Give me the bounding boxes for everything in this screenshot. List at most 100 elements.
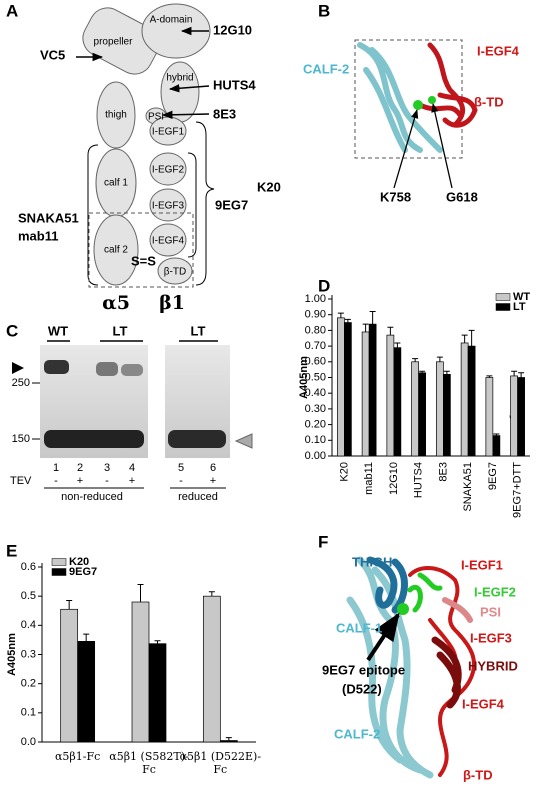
panel-f: F THIGH CALF-1 I-EGF1 I-EGF2 PSI I-EGF3 …	[318, 532, 518, 782]
domain-shape	[157, 257, 193, 285]
region-label: PSI	[480, 604, 501, 619]
bar	[436, 361, 444, 457]
epitope-residue: (D522)	[342, 681, 382, 696]
antibody-label: SNAKA51	[18, 210, 79, 225]
gel-band	[168, 430, 226, 448]
legend-swatch	[495, 303, 511, 311]
y-tick-label: 0.2	[21, 678, 36, 690]
y-axis-label: A405nm	[6, 633, 18, 676]
ribbon	[431, 636, 462, 709]
x-tick-label: K20	[338, 462, 350, 482]
y-tick-label: 0.80	[305, 324, 326, 336]
ribbon	[417, 42, 478, 128]
arrow	[393, 109, 419, 189]
lane-number: 1	[53, 462, 59, 474]
section-label: reduced	[178, 491, 218, 503]
error-bar	[518, 372, 525, 378]
error-bar	[468, 329, 475, 347]
y-tick-label: 0.5	[21, 590, 36, 602]
bar	[393, 347, 402, 457]
domain-label: hybrid	[166, 73, 193, 84]
panel-label: C	[6, 321, 18, 340]
group-label: WT	[48, 323, 68, 338]
bar	[202, 595, 221, 743]
legend-label: 9EG7	[69, 566, 97, 578]
domain-shape	[96, 81, 136, 149]
domain-shape	[160, 61, 200, 123]
region-label: CALF-2	[334, 726, 380, 741]
subunit-label: α5	[102, 292, 130, 314]
panel-b: B CALF-2 I-EGF4 β-TD K758 G618	[303, 1, 520, 204]
y-tick-label: 0.50	[305, 371, 326, 383]
x-tick-label: 12G10	[388, 462, 400, 495]
y-tick-label: 0.4	[21, 619, 36, 631]
residue-label: K758	[380, 189, 411, 204]
epitope-sphere	[397, 603, 409, 615]
bar	[510, 375, 518, 457]
bar	[386, 334, 395, 457]
error-bar	[394, 342, 401, 348]
error-bar	[154, 640, 161, 644]
arrow	[168, 84, 210, 93]
domain-shape	[149, 223, 187, 257]
x-tick-label: mab11	[363, 462, 375, 495]
y-tick-label: 0.70	[305, 340, 326, 352]
error-bar	[387, 326, 394, 336]
bracket	[195, 121, 215, 286]
ribbon	[407, 572, 443, 613]
error-bar	[369, 311, 376, 325]
error-bar	[493, 433, 500, 436]
error-bar	[436, 356, 443, 362]
antibody-label: VC5	[40, 47, 65, 62]
antibody-label: K20	[257, 179, 281, 194]
x-tick-label: 8E3	[437, 462, 449, 482]
bracket	[87, 144, 99, 286]
mw-label: 150	[12, 433, 30, 445]
y-tick-label: 0.20	[305, 419, 326, 431]
lane-number: 5	[178, 462, 184, 474]
y-axis-label: A405nm	[298, 356, 310, 399]
bar	[337, 317, 345, 457]
panel-label: F	[318, 532, 328, 551]
y-tick-label: 0.60	[305, 356, 326, 368]
error-bar	[344, 318, 351, 323]
x-tick-label: 9EG7	[487, 462, 499, 490]
bar	[517, 377, 525, 457]
error-bar	[362, 323, 369, 332]
region-label: I-EGF4	[477, 43, 520, 58]
error-bar	[443, 370, 450, 375]
error-bar	[486, 375, 493, 378]
legend-swatch	[495, 293, 511, 301]
subunit-label: β1	[159, 292, 185, 314]
treatment-sign: -	[179, 475, 183, 487]
disulfide-label: S=S	[131, 253, 156, 268]
bar	[219, 740, 238, 743]
x-tick-label: 9EG7+DTT	[512, 462, 524, 518]
residue-sphere	[428, 96, 436, 104]
y-tick-label: 0.30	[305, 403, 326, 415]
x-tick-label: α5β1-Fc	[55, 750, 101, 763]
gel-band	[44, 430, 144, 448]
legend-swatch	[51, 558, 67, 566]
marker-arrow	[12, 362, 24, 374]
legend-swatch	[51, 568, 67, 576]
domain-label: I-EGF2	[152, 165, 185, 176]
antibody-label: HUTS4	[213, 77, 256, 92]
treatment-sign: +	[210, 475, 216, 487]
error-bar	[419, 370, 426, 373]
antibody-label: 12G10	[213, 22, 252, 37]
region-label: THIGH	[352, 554, 392, 569]
bar	[368, 323, 377, 457]
y-tick-label: 0.10	[305, 434, 326, 446]
treatment-sign: +	[129, 475, 135, 487]
lane-number: 3	[104, 462, 110, 474]
region-label: β-TD	[474, 94, 504, 109]
panel-label: A	[6, 1, 18, 20]
legend-label: WT	[513, 291, 530, 303]
bar	[148, 643, 167, 743]
domain-shape	[141, 3, 211, 59]
antibody-label: 9EG7	[215, 197, 248, 212]
domain-label: A-domain	[150, 15, 193, 26]
panel-label: E	[6, 541, 17, 560]
